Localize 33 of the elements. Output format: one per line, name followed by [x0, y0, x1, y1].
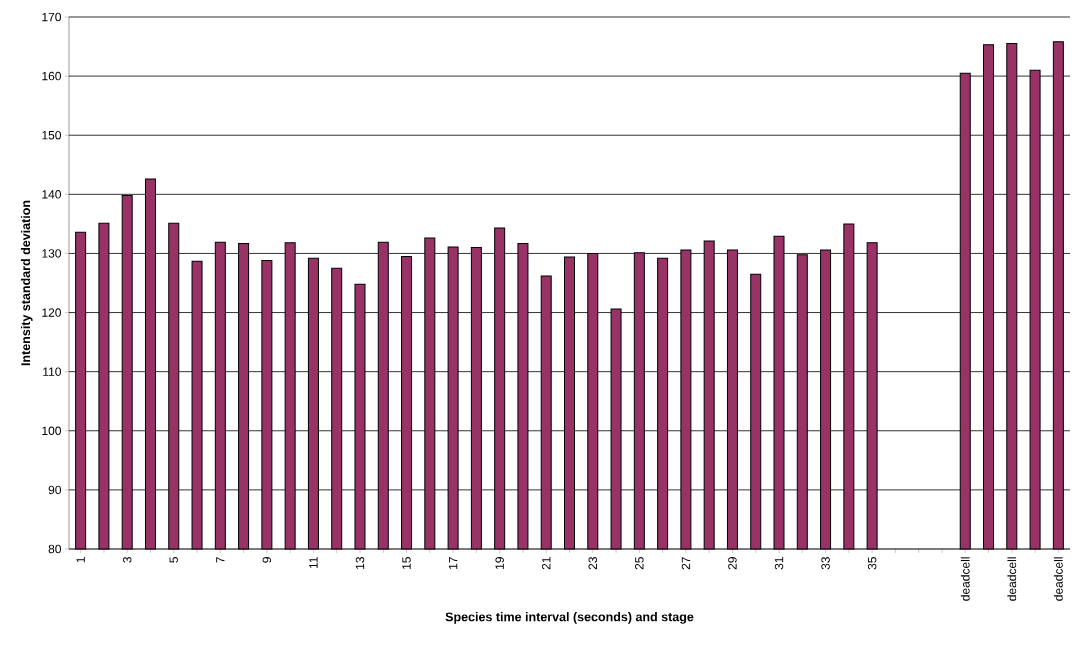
y-tick-label: 130 — [42, 249, 61, 258]
x-tick-label: 9 — [262, 557, 272, 563]
x-tick-label: 19 — [495, 557, 504, 569]
x-tick-label: 1 — [76, 557, 85, 563]
x-tick-label: 13 — [355, 557, 365, 569]
x-tick-label: 23 — [588, 557, 598, 570]
x-tick-label: 27 — [681, 557, 691, 570]
y-tick-label: 120 — [42, 308, 61, 317]
x-tick-label: 3 — [122, 557, 132, 563]
x-tick-label: 35 — [867, 557, 877, 570]
x-tick-label: 21 — [542, 557, 551, 570]
x-tick-label: 11 — [309, 557, 318, 569]
y-tick-label: 160 — [42, 71, 61, 81]
x-tick-label: 5 — [169, 557, 178, 563]
x-tick-label: 29 — [728, 557, 737, 570]
y-tick-label: 170 — [42, 12, 61, 22]
y-tick-label: 80 — [48, 544, 61, 554]
y-tick-label: 150 — [42, 130, 61, 140]
x-tick-label: 31 — [774, 557, 784, 570]
x-tick-label: 7 — [216, 557, 225, 563]
x-tick-label: 17 — [448, 557, 458, 569]
x-tick-label: 15 — [402, 557, 411, 569]
y-tick-label: 90 — [48, 485, 61, 495]
x-tick-label: 25 — [635, 557, 644, 570]
x-tick-label: deadcell — [1007, 557, 1017, 601]
y-axis-title: Intensity standard deviation — [20, 200, 33, 366]
y-tick-label: 100 — [42, 426, 61, 436]
x-tick-label: deadcell — [960, 557, 970, 601]
x-tick-label: 33 — [821, 557, 830, 570]
y-tick-label: 140 — [42, 190, 61, 199]
x-tick-label: deadcell — [1053, 557, 1063, 601]
y-tick-label: 110 — [43, 367, 61, 376]
x-axis-title: Species time interval (seconds) and stage — [445, 612, 694, 624]
